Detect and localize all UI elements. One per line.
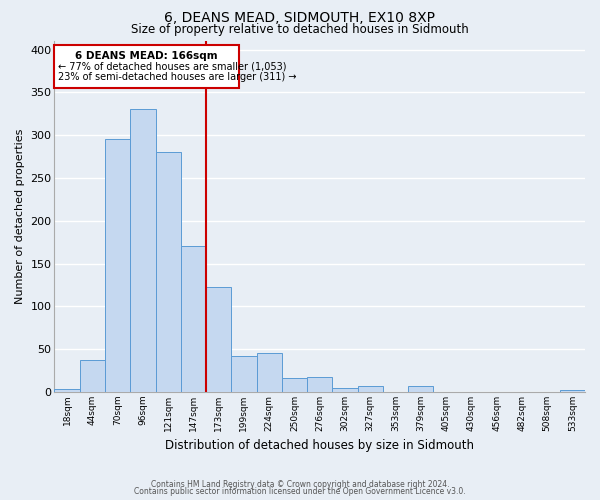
Bar xyxy=(560,390,585,392)
Bar xyxy=(55,390,80,392)
Bar xyxy=(181,246,206,392)
Bar xyxy=(105,138,130,392)
Bar xyxy=(307,378,332,392)
Text: Contains public sector information licensed under the Open Government Licence v3: Contains public sector information licen… xyxy=(134,487,466,496)
Bar xyxy=(332,388,358,392)
Bar xyxy=(232,356,257,392)
Bar xyxy=(206,286,232,392)
Bar xyxy=(257,352,282,392)
Text: 23% of semi-detached houses are larger (311) →: 23% of semi-detached houses are larger (… xyxy=(58,72,297,82)
Bar xyxy=(130,110,155,392)
Text: 6, DEANS MEAD, SIDMOUTH, EX10 8XP: 6, DEANS MEAD, SIDMOUTH, EX10 8XP xyxy=(164,11,436,25)
Text: Size of property relative to detached houses in Sidmouth: Size of property relative to detached ho… xyxy=(131,22,469,36)
X-axis label: Distribution of detached houses by size in Sidmouth: Distribution of detached houses by size … xyxy=(165,440,474,452)
Bar xyxy=(408,386,433,392)
Text: ← 77% of detached houses are smaller (1,053): ← 77% of detached houses are smaller (1,… xyxy=(58,62,287,72)
Bar xyxy=(282,378,307,392)
Text: 6 DEANS MEAD: 166sqm: 6 DEANS MEAD: 166sqm xyxy=(76,52,218,62)
Y-axis label: Number of detached properties: Number of detached properties xyxy=(15,129,25,304)
Bar xyxy=(358,386,383,392)
Text: Contains HM Land Registry data © Crown copyright and database right 2024.: Contains HM Land Registry data © Crown c… xyxy=(151,480,449,489)
Bar xyxy=(155,152,181,392)
Bar xyxy=(80,360,105,392)
FancyBboxPatch shape xyxy=(55,46,239,88)
